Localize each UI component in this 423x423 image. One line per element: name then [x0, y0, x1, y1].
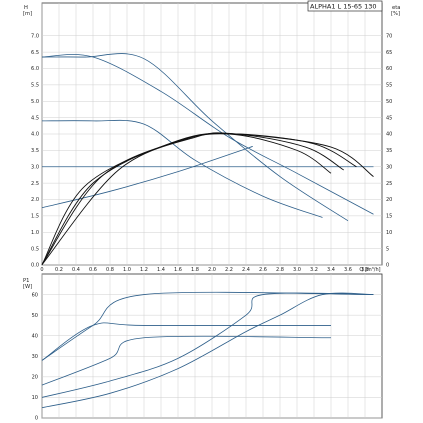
eta-tick-label: 55 — [386, 83, 392, 89]
eta-axis-label: eta — [392, 5, 400, 11]
x-tick-label: 2.8 — [276, 267, 284, 273]
eta-tick-label: 65 — [386, 50, 392, 56]
eta-tick-label: 40 — [386, 132, 392, 138]
power-grid — [41, 274, 382, 419]
x-tick-label: 1.4 — [157, 267, 165, 273]
power-tick-label: 40 — [32, 333, 38, 339]
power-curve-3 — [41, 335, 332, 386]
head-tick-label: 3.0 — [31, 164, 39, 170]
eta-tick-label: 30 — [386, 164, 392, 170]
x-tick-label: 0 — [40, 267, 43, 273]
head-tick-label: 6.0 — [31, 66, 39, 72]
power-curve-2 — [41, 322, 331, 361]
head-curve-1 — [41, 53, 349, 222]
head-tick-label: 1.5 — [31, 214, 39, 220]
x-tick-label: 0.6 — [89, 267, 97, 273]
x-tick-label: 0.8 — [106, 267, 114, 273]
efficiency-curve-8 — [41, 132, 357, 265]
eta-axis-unit: [%] — [391, 11, 400, 17]
head-axis-label: H — [24, 5, 28, 11]
eta-tick-label: 50 — [386, 99, 392, 105]
head-series — [41, 53, 374, 265]
eta-tick-label: 0 — [386, 263, 389, 269]
power-tick-label: 0 — [35, 416, 38, 422]
x-tick-label: 0.2 — [55, 267, 63, 273]
eta-tick-label: 15 — [386, 214, 392, 220]
x-tick-label: 3.4 — [327, 267, 335, 273]
x-tick-label: 1.2 — [140, 267, 148, 273]
x-tick-label: 1.6 — [174, 267, 182, 273]
x-tick-label: 2.2 — [225, 267, 233, 273]
efficiency-curve-9 — [41, 132, 374, 265]
eta-tick-label: 10 — [386, 230, 392, 236]
head-tick-labels: 0.0 0.5 1.0 1.5 2.0 2.5 3.0 3.5 4.0 4.5 5.0 5.5 6.0 6… — [31, 33, 392, 273]
eta-tick-label: 20 — [386, 197, 392, 203]
eta-tick-label: 70 — [386, 33, 392, 39]
power-tick-label: 10 — [32, 395, 38, 401]
head-tick-label: 5.5 — [31, 83, 39, 89]
head-tick-label: 7.0 — [31, 33, 39, 39]
x-tick-label: 3.0 — [293, 267, 301, 273]
eta-tick-label: 35 — [386, 148, 392, 154]
efficiency-curve-7 — [41, 132, 344, 265]
head-tick-label: 6.5 — [31, 50, 39, 56]
eta-tick-label: 45 — [386, 115, 392, 121]
head-tick-label: 1.0 — [31, 230, 39, 236]
head-curve-2 — [41, 54, 374, 215]
head-tick-label: 0.5 — [31, 246, 39, 252]
head-tick-label: 2.5 — [31, 181, 39, 187]
x-tick-label: 0.4 — [72, 267, 80, 273]
power-curve-5 — [41, 292, 374, 409]
x-tick-label: 2.4 — [242, 267, 250, 273]
head-tick-label: 2.0 — [31, 197, 39, 203]
head-curve-5 — [41, 146, 253, 209]
chart-title: ALPHA1 L 15-65 130 — [310, 3, 377, 11]
power-tick-label: 60 — [32, 292, 38, 298]
eta-tick-label: 5 — [386, 246, 389, 252]
power-axis-unit: [W] — [23, 284, 32, 290]
x-tick-label: 3.8 — [361, 267, 369, 273]
chart-title-box — [307, 0, 383, 12]
x-tick-label: 2.0 — [208, 267, 216, 273]
eta-tick-label: 60 — [386, 66, 392, 72]
head-axis-unit: [m] — [23, 11, 32, 17]
head-grid — [41, 3, 382, 266]
head-tick-label: 5.0 — [31, 99, 39, 105]
head-tick-label: 4.5 — [31, 115, 39, 121]
power-axis-label: P1 — [23, 278, 29, 284]
power-chart: 0 10 20 30 40 50 60 P1 [W] — [23, 273, 383, 422]
power-curve-4 — [41, 292, 374, 398]
power-tick-label: 50 — [32, 313, 38, 319]
head-tick-label: 4.0 — [31, 132, 39, 138]
power-tick-label: 20 — [32, 375, 38, 381]
x-tick-label: 1.8 — [191, 267, 199, 273]
head-tick-label: 3.5 — [31, 148, 39, 154]
head-efficiency-chart: 0.0 0.5 1.0 1.5 2.0 2.5 3.0 3.5 4.0 4.5 5.0 5.5 6.0 6… — [23, 0, 400, 273]
power-series — [41, 291, 374, 409]
x-tick-label: 1.0 — [123, 267, 131, 273]
x-tick-label: 3.2 — [310, 267, 318, 273]
power-tick-label: 30 — [32, 354, 38, 360]
head-tick-label: 0.0 — [31, 263, 39, 269]
eta-tick-label: 25 — [386, 181, 392, 187]
power-tick-labels: 0 10 20 30 40 50 60 — [32, 292, 38, 421]
x-tick-label: 2.6 — [259, 267, 267, 273]
x-tick-label: 3.6 — [344, 267, 352, 273]
x-tick-label: Q [m³/h] — [359, 267, 380, 273]
